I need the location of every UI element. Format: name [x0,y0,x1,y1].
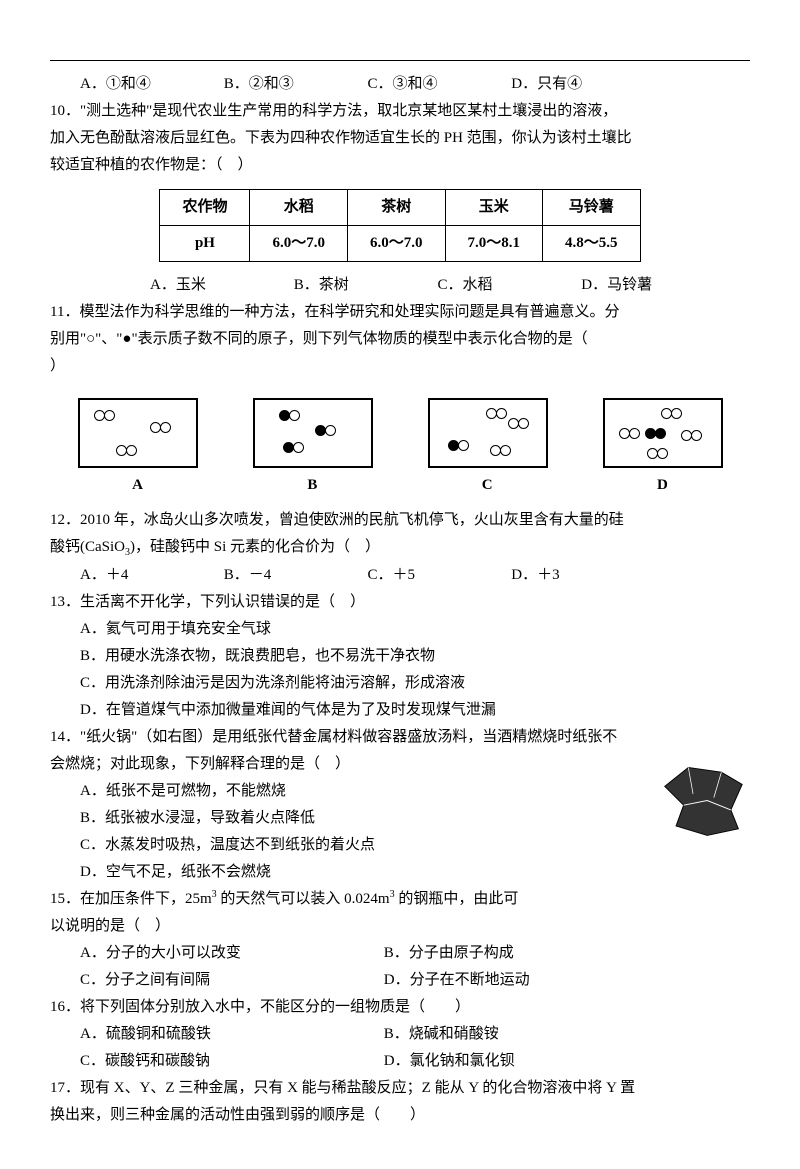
q11-diagrams [50,398,750,468]
q10-options: A．玉米 B．茶树 C．水稻 D．马铃薯 [50,272,750,299]
q11-stem-3: ） [50,353,750,380]
q13-b: B．用硬水洗涤衣物，既浪费肥皂，也不易洗干净衣物 [50,643,750,670]
label-d: D [657,472,668,499]
q10-opt-c: C．水稻 [438,272,578,299]
td-ph-label: pH [160,226,250,262]
table-row: 农作物 水稻 茶树 玉米 马铃薯 [160,190,640,226]
q10-table: 农作物 水稻 茶树 玉米 马铃薯 pH 6.0～7.0 6.0～7.0 7.0～… [159,189,640,262]
q12-opt-d: D．＋3 [511,562,651,589]
q11-labels: A B C D [50,472,750,499]
th-corn: 玉米 [445,190,543,226]
q11-stem-2: 别用"○"、"●"表示质子数不同的原子，则下列气体物质的模型中表示化合物的是（ [50,326,750,353]
q16-stem: 16．将下列固体分别放入水中，不能区分的一组物质是（ ） [50,994,750,1021]
q13-stem: 13．生活离不开化学，下列认识错误的是（ ） [50,589,750,616]
q10-opt-a: A．玉米 [150,272,290,299]
q10-opt-d: D．马铃薯 [581,272,721,299]
q14-b: B．纸张被水浸湿，导致着火点降低 [50,805,750,832]
td-tea: 6.0～7.0 [347,226,445,262]
q16-row1: A．硫酸铜和硫酸铁 B．烧碱和硝酸铵 [50,1021,750,1048]
q15-pre: 15．在加压条件下，25m [50,891,212,907]
diagram-box-b [253,398,373,468]
q12-opt-a: A．＋4 [80,562,220,589]
q17-stem-2: 换出来，则三种金属的活动性由强到弱的顺序是（ ） [50,1102,750,1129]
q14-d: D．空气不足，纸张不会燃烧 [50,859,750,886]
q15-d: D．分子在不断地运动 [384,967,684,994]
q10-table-wrap: 农作物 水稻 茶树 玉米 马铃薯 pH 6.0～7.0 6.0～7.0 7.0～… [50,189,750,262]
q13-a: A．氦气可用于填充安全气球 [50,616,750,643]
td-potato: 4.8～5.5 [543,226,641,262]
q11-stem-1: 11．模型法作为科学思维的一种方法，在科学研究和处理实际问题是具有普遍意义。分 [50,299,750,326]
q10-stem-2: 加入无色酚酞溶液后显红色。下表为四种农作物适宜生长的 PH 范围，你认为该村土壤… [50,125,750,152]
q10-stem-3: 较适宜种植的农作物是：（ ） [50,152,750,179]
q15-c: C．分子之间有间隔 [80,967,380,994]
q16-row2: C．碳酸钙和碳酸钠 D．氯化钠和氯化钡 [50,1048,750,1075]
q14-stem-2: 会燃烧；对此现象，下列解释合理的是（ ） [50,751,750,778]
q12-stem-2: 酸钙(CaSiO3)，硅酸钙中 Si 元素的化合价为（ ） [50,534,750,562]
q12-mid: )，硅酸钙中 Si 元素的化合价为（ ） [130,539,380,555]
th-tea: 茶树 [347,190,445,226]
header-divider [50,60,750,61]
q9-opt-b: B．②和③ [224,71,364,98]
q15-row2: C．分子之间有间隔 D．分子在不断地运动 [50,967,750,994]
q15-stem-2: 以说明的是（ ） [50,913,750,940]
paper-pot-icon [655,758,750,843]
diagram-box-a [78,398,198,468]
q14-stem-1: 14．"纸火锅"（如右图）是用纸张代替金属材料做容器盛放汤料，当酒精燃烧时纸张不 [50,724,750,751]
q12-options: A．＋4 B．－4 C．＋5 D．＋3 [50,562,750,589]
q14-c: C．水蒸发时吸热，温度达不到纸张的着火点 [50,832,750,859]
q16-a: A．硫酸铜和硫酸铁 [80,1021,380,1048]
th-rice: 水稻 [250,190,348,226]
td-rice: 6.0～7.0 [250,226,348,262]
q9-opt-d: D．只有④ [511,71,651,98]
q12-stem-1: 12．2010 年，冰岛火山多次喷发，曾迫使欧洲的民航飞机停飞，火山灰里含有大量… [50,507,750,534]
q10-opt-b: B．茶树 [294,272,434,299]
q12-opt-c: C．＋5 [368,562,508,589]
q13-d: D．在管道煤气中添加微量难闻的气体是为了及时发现煤气泄漏 [50,697,750,724]
q14-a: A．纸张不是可燃物，不能燃烧 [50,778,750,805]
q9-opt-c: C．③和④ [368,71,508,98]
th-potato: 马铃薯 [543,190,641,226]
td-corn: 7.0～8.1 [445,226,543,262]
q9-options: A．①和④ B．②和③ C．③和④ D．只有④ [50,71,750,98]
q15-mid1: 的天然气可以装入 0.024m [217,891,390,907]
th-crop: 农作物 [160,190,250,226]
q14-wrap: 14．"纸火锅"（如右图）是用纸张代替金属材料做容器盛放汤料，当酒精燃烧时纸张不… [50,724,750,886]
q12-opt-b: B．－4 [224,562,364,589]
diagram-box-c [428,398,548,468]
diagram-box-d [603,398,723,468]
q16-d: D．氯化钠和氯化钡 [384,1048,684,1075]
q16-c: C．碳酸钙和碳酸钠 [80,1048,380,1075]
q15-a: A．分子的大小可以改变 [80,940,380,967]
q15-b: B．分子由原子构成 [384,940,684,967]
q15-mid2: 的钢瓶中，由此可 [395,891,519,907]
label-a: A [132,472,143,499]
q15-stem-1: 15．在加压条件下，25m3 的天然气可以装入 0.024m3 的钢瓶中，由此可 [50,886,750,913]
q15-row1: A．分子的大小可以改变 B．分子由原子构成 [50,940,750,967]
q12-pre: 酸钙(CaSiO [50,539,125,555]
label-c: C [482,472,493,499]
label-b: B [307,472,317,499]
q13-c: C．用洗涤剂除油污是因为洗涤剂能将油污溶解，形成溶液 [50,670,750,697]
q9-opt-a: A．①和④ [80,71,220,98]
q17-stem-1: 17．现有 X、Y、Z 三种金属，只有 X 能与稀盐酸反应；Z 能从 Y 的化合… [50,1075,750,1102]
q16-b: B．烧碱和硝酸铵 [384,1021,684,1048]
table-row: pH 6.0～7.0 6.0～7.0 7.0～8.1 4.8～5.5 [160,226,640,262]
q10-stem-1: 10．"测土选种"是现代农业生产常用的科学方法，取北京某地区某村土壤浸出的溶液， [50,98,750,125]
